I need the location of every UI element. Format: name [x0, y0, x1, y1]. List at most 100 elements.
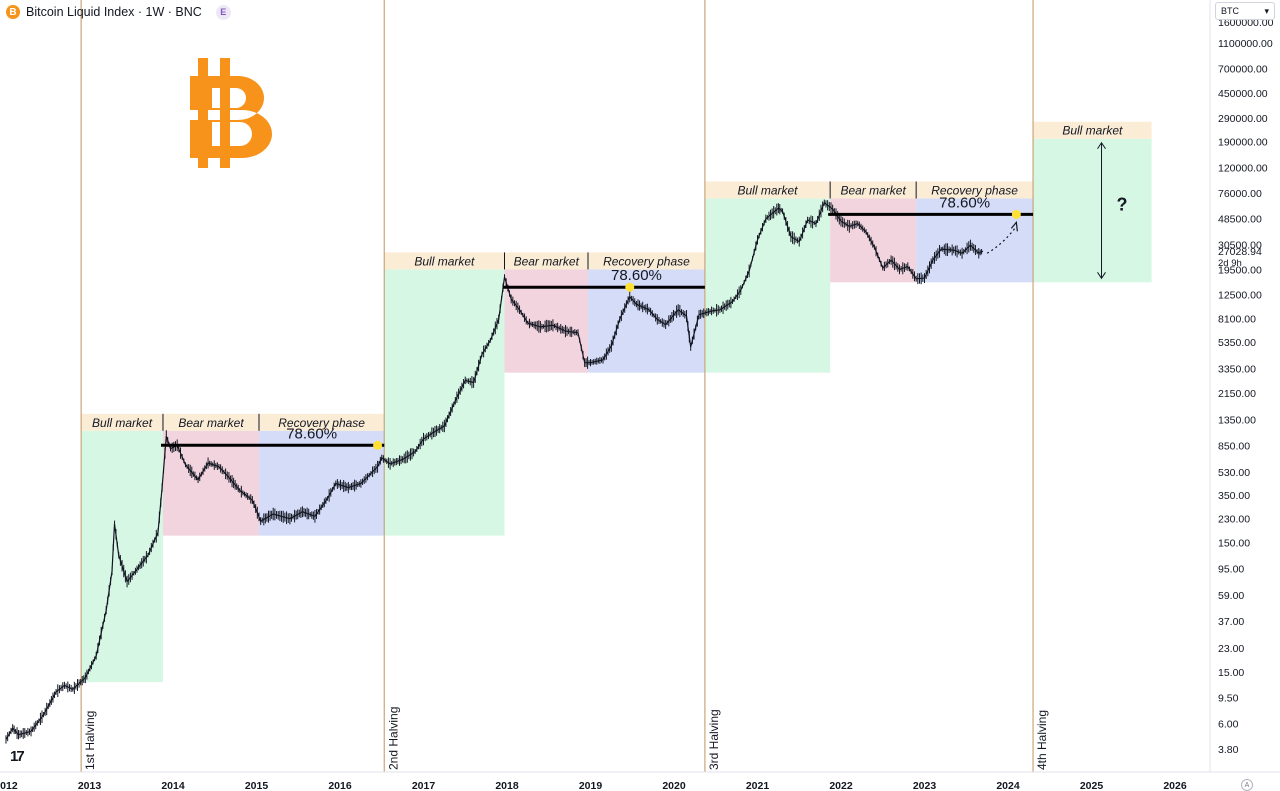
- y-tick-label: 48500.00: [1218, 213, 1262, 225]
- x-tick-label: 2022: [829, 780, 853, 791]
- y-tick-label: 12500.00: [1218, 289, 1262, 301]
- y-tick-label: 23.00: [1218, 643, 1244, 655]
- y-tick-label: 120000.00: [1218, 162, 1268, 174]
- y-tick-label: 530.00: [1218, 467, 1250, 479]
- exchange-badge[interactable]: E: [215, 4, 231, 20]
- x-tick-label: 2016: [328, 780, 352, 791]
- phase-header-band: [1033, 121, 1152, 139]
- phase-box-bull: [81, 430, 163, 683]
- y-axis: 1600000.00 1100000.00 700000.00 450000.00 29…: [1209, 0, 1274, 772]
- y-tick-label: 290000.00: [1218, 113, 1268, 125]
- fib-label: 78.60%: [286, 425, 337, 442]
- phase-boxes: Bull market Bear market Recovery phase Bull…: [81, 121, 1152, 683]
- range-arrow-top: [1097, 141, 1106, 150]
- x-tick-label: 2019: [579, 780, 603, 791]
- y-tick-label: 190000.00: [1218, 137, 1268, 149]
- y-tick-label: 59.00: [1218, 590, 1244, 602]
- phase-header-band: [504, 252, 588, 270]
- countdown-label: 2d 9h: [1218, 258, 1242, 269]
- x-tick-label: 2021: [746, 780, 770, 791]
- phase-header-band: [704, 181, 831, 199]
- question-mark: ?: [1117, 195, 1128, 215]
- y-tick-label: 95.00: [1218, 563, 1244, 575]
- y-tick-label: 150.00: [1218, 538, 1250, 550]
- x-tick-label: 2017: [412, 780, 436, 791]
- y-tick-label: 15.00: [1218, 667, 1244, 679]
- halving-lines: 1st Halving 2nd Halving 3rd Halving 4th Hal…: [80, 0, 1049, 772]
- y-tick-label: 700000.00: [1218, 63, 1268, 75]
- y-tick-label: 30500.00: [1218, 239, 1262, 251]
- x-tick-label: 2015: [245, 780, 269, 791]
- x-tick-label: 2023: [913, 780, 937, 791]
- price-series: [5, 199, 984, 744]
- y-tick-label: 6.00: [1218, 718, 1239, 730]
- y-tick-label: 37.00: [1218, 616, 1244, 628]
- x-tick-label: 2018: [495, 780, 519, 791]
- x-tick-label: 2013: [78, 780, 102, 791]
- phase-label: Bear market: [840, 183, 906, 197]
- y-tick-label: 3350.00: [1218, 363, 1256, 375]
- y-tick-label: 3.80: [1218, 744, 1239, 756]
- x-tick-label: 2025: [1080, 780, 1104, 791]
- range-arrow-bottom: [1097, 272, 1106, 280]
- fib-levels: 78.60% 78.60% 78.60%?: [160, 141, 1128, 450]
- phase-box-bull: [1033, 138, 1152, 283]
- phase-box-bull: [704, 198, 831, 373]
- phase-label: Bear market: [514, 254, 580, 268]
- tradingview-logo[interactable]: 17: [10, 748, 25, 765]
- phase-label: Bull market: [92, 416, 153, 430]
- y-tick-label: 1600000.00: [1218, 17, 1274, 29]
- halving-label: 1st Halving: [83, 711, 97, 770]
- projection-arrow: [986, 225, 1017, 254]
- phase-label: Bull market: [738, 183, 799, 197]
- phase-label: Recovery phase: [278, 416, 365, 430]
- x-tick-label: 2014: [161, 780, 185, 791]
- phase-header-band: [384, 252, 505, 270]
- fib-label: 78.60%: [939, 194, 990, 211]
- y-tick-label: 5350.00: [1218, 337, 1256, 349]
- y-tick-label: 9.50: [1218, 693, 1239, 705]
- fib-touch-marker: [625, 282, 635, 292]
- phase-header-band: [259, 413, 385, 431]
- phase-label: Bull market: [414, 254, 475, 268]
- symbol-select[interactable]: BTC ▾: [1215, 2, 1275, 20]
- projection-arrowhead: [1010, 220, 1018, 232]
- x-axis: 2012 2013 2014 2015 2016 2017 2018 2019 2020 2021…: [0, 771, 1280, 791]
- phase-box-bull: [384, 269, 505, 536]
- halving-label: 3rd Halving: [707, 709, 721, 770]
- chevron-down-icon: ▾: [1264, 5, 1269, 16]
- y-tick-label: 850.00: [1218, 440, 1250, 452]
- y-tick-label: 1350.00: [1218, 414, 1256, 426]
- halving-label: 2nd Halving: [386, 707, 400, 770]
- phase-header-band: [81, 413, 163, 431]
- phase-header-band: [830, 181, 917, 199]
- last-price-label: 27028.94: [1218, 246, 1262, 258]
- chart-title[interactable]: Bitcoin Liquid Index · 1W · BNC: [26, 5, 202, 19]
- y-tick-label: 450000.00: [1218, 88, 1268, 100]
- x-tick-label: 2024: [996, 780, 1020, 791]
- phase-header-band: [587, 252, 705, 270]
- phase-header-band: [162, 413, 260, 431]
- bitcoin-coin-icon: B: [6, 5, 20, 19]
- y-tick-label: 76000.00: [1218, 188, 1262, 200]
- halving-label: 4th Halving: [1035, 710, 1049, 770]
- phase-label: Bull market: [1062, 124, 1123, 138]
- y-tick-label: 8100.00: [1218, 314, 1256, 326]
- phase-label: Recovery phase: [603, 254, 690, 268]
- fib-label: 78.60%: [611, 267, 662, 284]
- bitcoin-logo-icon: [190, 58, 272, 168]
- y-tick-label: 230.00: [1218, 514, 1250, 526]
- y-tick-label: 1100000.00: [1218, 38, 1273, 50]
- fib-touch-marker: [1011, 209, 1021, 219]
- chart-header: B Bitcoin Liquid Index · 1W · BNC E: [6, 4, 231, 20]
- phase-label: Bear market: [178, 416, 244, 430]
- auto-scale-button[interactable]: A: [1241, 779, 1253, 791]
- phase-label: Recovery phase: [931, 183, 1018, 197]
- y-tick-label: 350.00: [1218, 490, 1250, 502]
- x-tick-label: 2012: [0, 780, 18, 791]
- fib-touch-marker: [373, 440, 383, 450]
- phase-header-band: [916, 181, 1034, 199]
- symbol-label: BTC: [1221, 6, 1239, 16]
- x-tick-label: 2026: [1163, 780, 1187, 791]
